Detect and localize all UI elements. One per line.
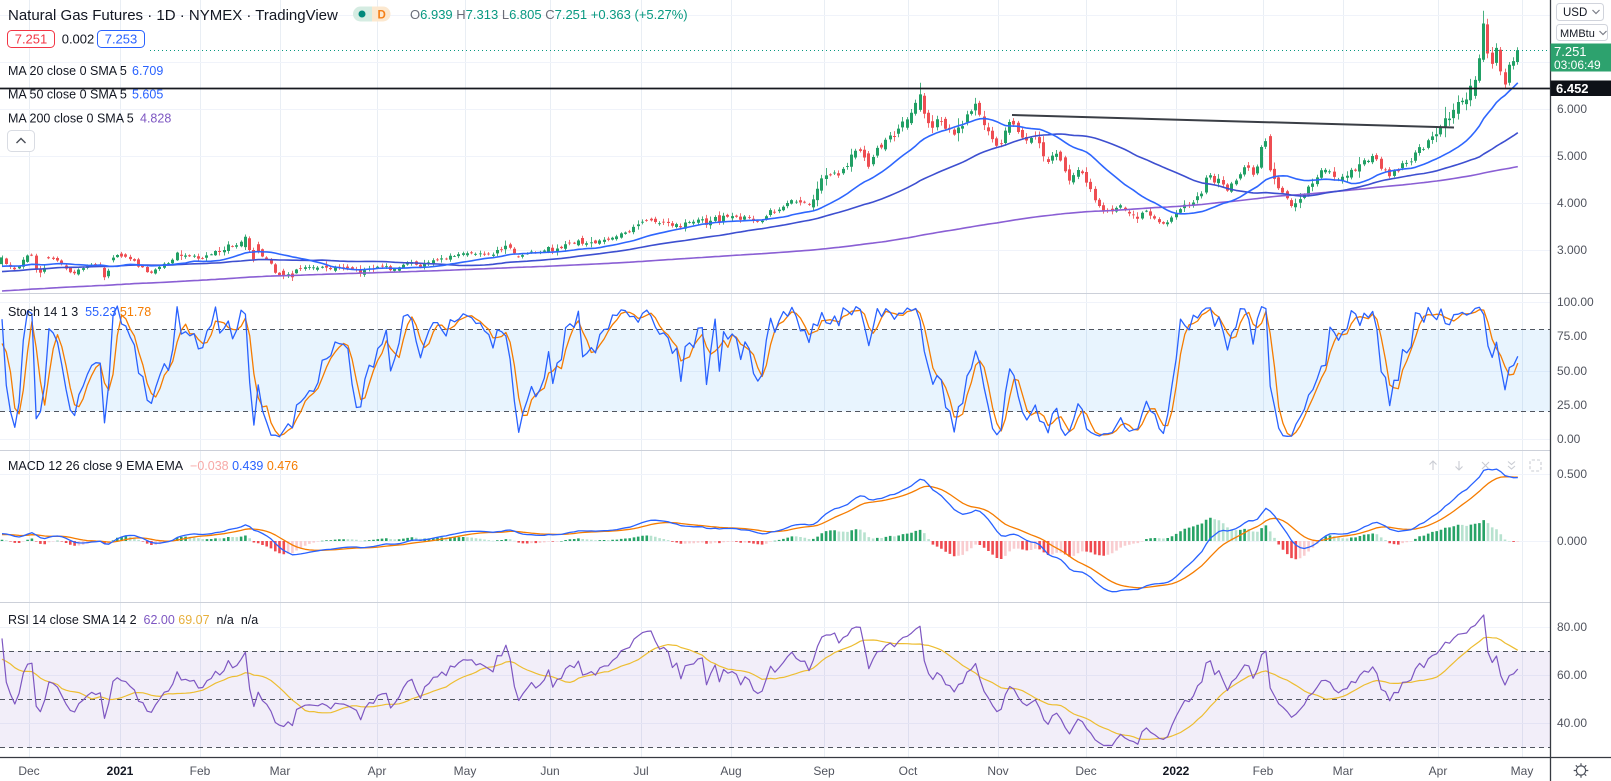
svg-text:O6.939 H7.313 L6.805 C7.251 +0: O6.939 H7.313 L6.805 C7.251 +0.363 (+5.2… (410, 7, 688, 22)
svg-text:75.00: 75.00 (1557, 329, 1587, 343)
svg-text:25.00: 25.00 (1557, 398, 1587, 412)
svg-text:80.00: 80.00 (1557, 620, 1587, 634)
svg-text:4.828: 4.828 (140, 112, 171, 126)
svg-text:100.00: 100.00 (1557, 295, 1594, 309)
svg-text:0.00: 0.00 (1557, 432, 1581, 446)
svg-text:7.251: 7.251 (15, 32, 48, 47)
svg-text:Feb: Feb (1253, 764, 1274, 778)
svg-text:4.000: 4.000 (1557, 196, 1587, 210)
svg-text:MA 20 close 0 SMA 5: MA 20 close 0 SMA 5 (8, 64, 127, 78)
svg-text:Mar: Mar (1333, 764, 1354, 778)
svg-text:6.000: 6.000 (1557, 102, 1587, 116)
svg-text:Aug: Aug (720, 764, 741, 778)
svg-text:6.709: 6.709 (132, 64, 163, 78)
svg-text:Oct: Oct (899, 764, 918, 778)
svg-text:0.002: 0.002 (62, 32, 95, 47)
svg-text:Nov: Nov (987, 764, 1008, 778)
svg-text:May: May (1511, 764, 1534, 778)
svg-text:Mar: Mar (270, 764, 291, 778)
svg-text:Apr: Apr (368, 764, 387, 778)
svg-text:MMBtu: MMBtu (1560, 28, 1595, 40)
svg-text:40.00: 40.00 (1557, 716, 1587, 730)
svg-text:03:06:49: 03:06:49 (1554, 58, 1601, 72)
svg-text:Jun: Jun (540, 764, 559, 778)
svg-text:Dec: Dec (18, 764, 39, 778)
svg-text:0.500: 0.500 (1557, 467, 1587, 481)
svg-text:50.00: 50.00 (1557, 364, 1587, 378)
svg-text:5.605: 5.605 (132, 88, 163, 102)
svg-text:MACD 12 26 close 9 EMA EMA −0: MACD 12 26 close 9 EMA EMA −0.038 0.439 … (8, 459, 298, 473)
svg-text:Dec: Dec (1075, 764, 1096, 778)
svg-text:0.000: 0.000 (1557, 534, 1587, 548)
svg-text:7.253: 7.253 (105, 32, 138, 47)
svg-text:Apr: Apr (1429, 764, 1448, 778)
svg-text:Natural Gas Futures · 1D · NYM: Natural Gas Futures · 1D · NYMEX · Tradi… (8, 7, 338, 24)
svg-text:2021: 2021 (107, 764, 134, 778)
svg-text:Sep: Sep (813, 764, 835, 778)
svg-text:Jul: Jul (633, 764, 648, 778)
svg-text:3.000: 3.000 (1557, 243, 1587, 257)
svg-text:USD: USD (1563, 7, 1587, 19)
svg-text:MA 50 close 0 SMA 5: MA 50 close 0 SMA 5 (8, 88, 127, 102)
svg-text:6.452: 6.452 (1556, 81, 1589, 96)
svg-text:May: May (454, 764, 477, 778)
svg-text:RSI 14 close SMA 14 2 62.00 6: RSI 14 close SMA 14 2 62.00 69.07 n/a n/… (8, 613, 258, 627)
svg-text:MA 200 close 0 SMA 5: MA 200 close 0 SMA 5 (8, 112, 134, 126)
svg-text:Feb: Feb (190, 764, 211, 778)
svg-text:D: D (378, 10, 386, 22)
svg-text:Stoch 14 1 3 55.23 51.78: Stoch 14 1 3 55.23 51.78 (8, 305, 151, 319)
svg-text:5.000: 5.000 (1557, 149, 1587, 163)
svg-text:2022: 2022 (1163, 764, 1190, 778)
svg-text:60.00: 60.00 (1557, 668, 1587, 682)
svg-text:7.251: 7.251 (1554, 44, 1587, 59)
